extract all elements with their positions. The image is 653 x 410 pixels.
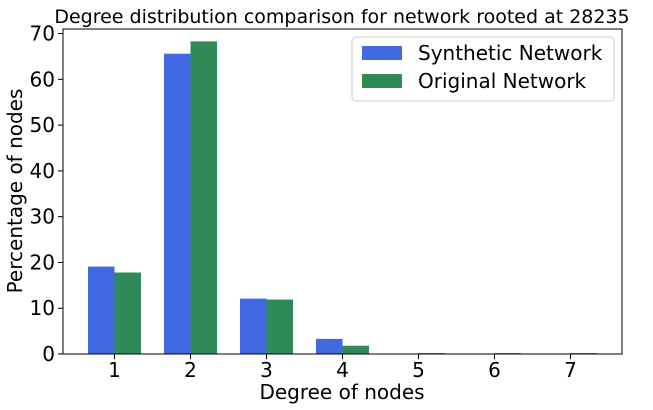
bar-original-3 — [266, 299, 293, 354]
x-tick-label: 3 — [260, 358, 273, 382]
y-tick-label: 0 — [42, 342, 55, 366]
legend-label-original: Original Network — [418, 69, 587, 93]
legend-swatch-synthetic — [362, 46, 402, 60]
x-axis: 1 2 3 4 5 6 7 — [108, 354, 577, 382]
x-tick-label: 4 — [336, 358, 349, 382]
y-axis: 0 10 20 30 40 50 60 70 — [30, 22, 63, 366]
y-tick-label: 20 — [30, 250, 55, 274]
y-tick-label: 40 — [30, 159, 55, 183]
bar-synthetic-2 — [164, 53, 191, 354]
chart-title: Degree distribution comparison for netwo… — [54, 6, 629, 28]
x-tick-label: 2 — [184, 358, 197, 382]
legend-label-synthetic: Synthetic Network — [418, 41, 603, 65]
bars-group — [88, 41, 597, 354]
bar-synthetic-4 — [316, 338, 343, 354]
bar-original-1 — [114, 272, 141, 354]
y-tick-label: 50 — [30, 113, 55, 137]
y-tick-label: 10 — [30, 296, 55, 320]
x-tick-label: 5 — [412, 358, 425, 382]
y-axis-label: Percentage of nodes — [3, 89, 27, 294]
y-tick-label: 60 — [30, 67, 55, 91]
x-axis-label: Degree of nodes — [259, 380, 424, 404]
legend: Synthetic Network Original Network — [351, 36, 615, 102]
bar-original-2 — [190, 41, 217, 354]
y-tick-label: 30 — [30, 205, 55, 229]
y-tick-label: 70 — [30, 22, 55, 46]
x-tick-label: 7 — [564, 358, 577, 382]
bar-original-4 — [342, 345, 369, 354]
legend-swatch-original — [362, 74, 402, 88]
x-tick-label: 6 — [488, 358, 501, 382]
bar-synthetic-3 — [240, 298, 267, 354]
x-tick-label: 1 — [108, 358, 121, 382]
bar-synthetic-1 — [88, 266, 115, 354]
legend-box — [351, 36, 615, 102]
